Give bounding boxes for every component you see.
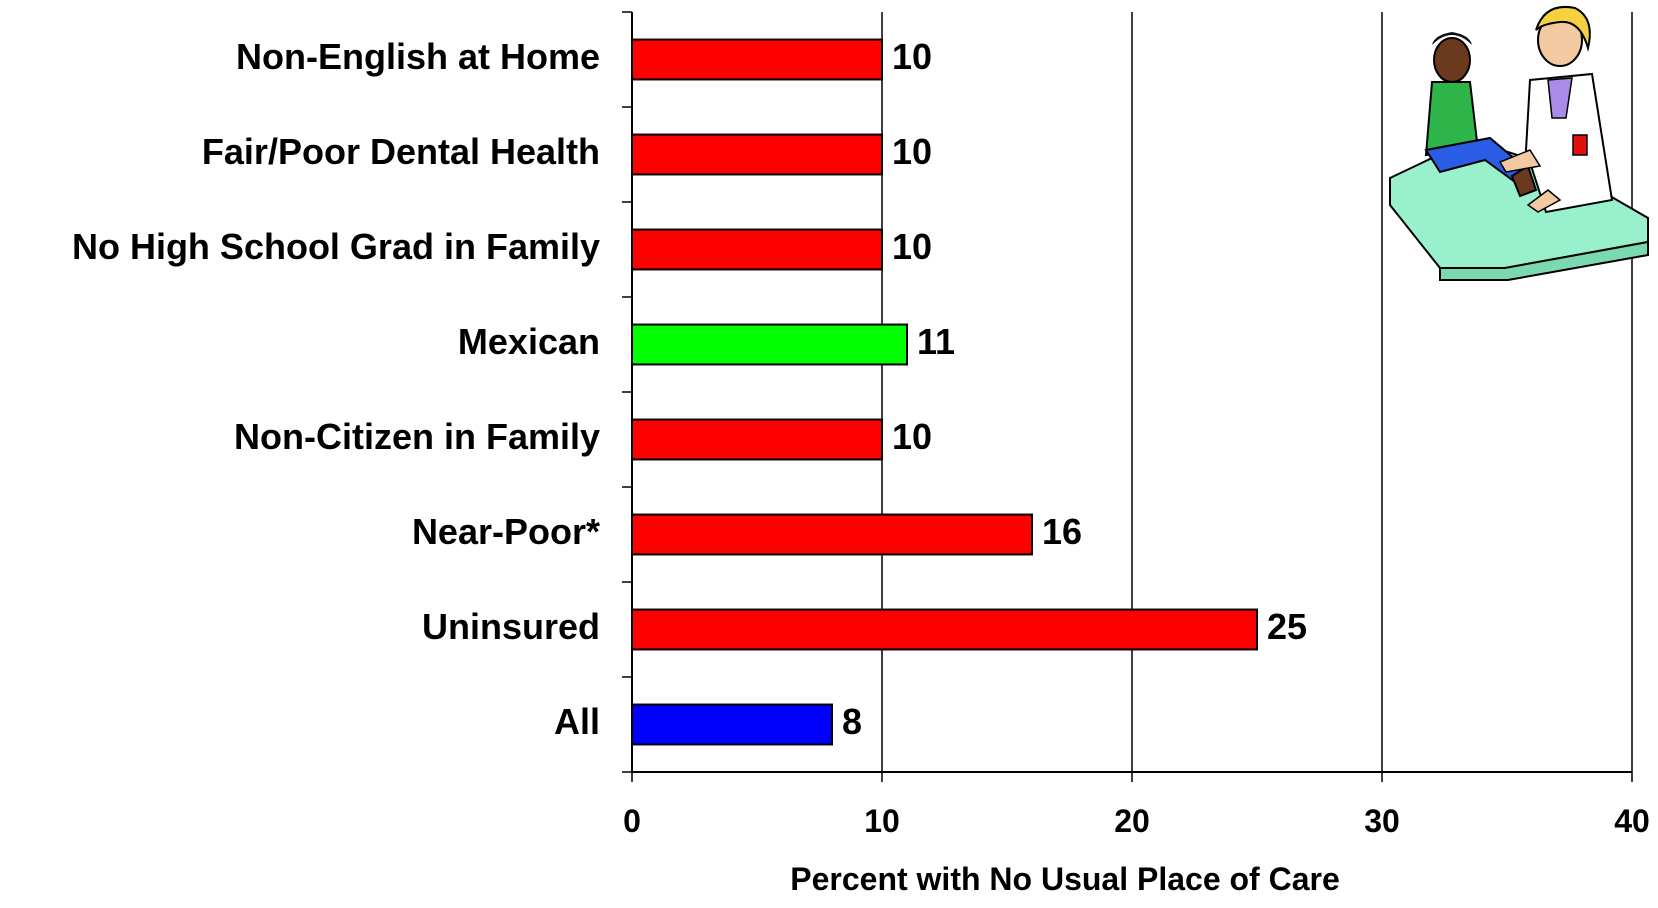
category-label: No High School Grad in Family [72, 226, 600, 267]
bars [631, 38, 1258, 746]
doctor-child-clipart-icon [1389, 6, 1649, 281]
data-label: 10 [892, 416, 932, 457]
x-tick-label: 0 [623, 803, 641, 839]
bar [631, 228, 883, 271]
x-tick-label: 10 [864, 803, 900, 839]
labels: 0 10 20 30 40 Non-English at Home 10 Fair/Poor … [72, 36, 1650, 839]
bar [631, 418, 883, 461]
bar [631, 323, 908, 366]
category-label: All [554, 701, 600, 742]
category-label: Non-English at Home [236, 36, 600, 77]
category-label: Non-Citizen in Family [234, 416, 600, 457]
data-label: 8 [842, 701, 862, 742]
x-tick-label: 40 [1614, 803, 1650, 839]
category-label: Mexican [458, 321, 600, 362]
x-axis-title: Percent with No Usual Place of Care [790, 861, 1340, 897]
data-label: 16 [1042, 511, 1082, 552]
gridlines [881, 12, 1633, 772]
x-tick-label: 30 [1364, 803, 1400, 839]
category-label: Fair/Poor Dental Health [202, 131, 600, 172]
bar [631, 38, 883, 81]
bar [631, 133, 883, 176]
category-label: Uninsured [422, 606, 600, 647]
axes [622, 11, 1633, 782]
data-label: 10 [892, 36, 932, 77]
data-label: 25 [1267, 606, 1307, 647]
data-label: 11 [917, 321, 955, 362]
category-label: Near-Poor* [412, 511, 600, 552]
bar [631, 703, 833, 746]
data-label: 10 [892, 131, 932, 172]
bar [631, 608, 1258, 651]
x-tick-label: 20 [1114, 803, 1150, 839]
bar [631, 513, 1033, 556]
data-label: 10 [892, 226, 932, 267]
